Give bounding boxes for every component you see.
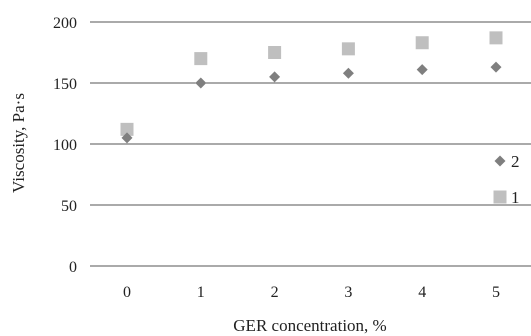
data-point: [416, 64, 428, 76]
data-series: [120, 31, 503, 144]
data-point: [120, 122, 134, 136]
x-tick-label: 1: [197, 284, 205, 301]
legend: 21: [493, 152, 520, 207]
data-point: [490, 61, 502, 73]
x-axis-title: GER concentration, %: [233, 316, 386, 335]
x-tick-labels: 0 1 2 3 4 5: [123, 284, 500, 301]
y-tick-label: 0: [69, 259, 77, 276]
x-tick-label: 0: [123, 284, 131, 301]
x-tick-label: 2: [271, 284, 279, 301]
data-point: [194, 52, 208, 66]
data-point: [268, 46, 282, 59]
data-point: [269, 71, 281, 83]
y-tick-labels: 0 50 100 150 200: [53, 15, 77, 276]
legend-label: 1: [511, 188, 520, 207]
legend-item-2: 2: [494, 152, 520, 171]
data-point: [195, 77, 207, 89]
x-tick-label: 4: [418, 284, 426, 301]
x-tick-label: 5: [492, 284, 500, 301]
data-point: [415, 36, 429, 50]
series-1: [120, 31, 503, 136]
y-tick-label: 100: [53, 137, 77, 154]
x-tick-label: 3: [344, 284, 352, 301]
series-2: [121, 61, 502, 144]
y-tick-label: 50: [61, 198, 77, 215]
legend-marker: [493, 190, 507, 204]
legend-label: 2: [511, 152, 520, 171]
data-point: [341, 42, 355, 56]
data-point: [489, 31, 503, 45]
y-tick-label: 150: [53, 76, 77, 93]
legend-marker: [494, 155, 506, 167]
y-tick-label: 200: [53, 15, 77, 32]
legend-item-1: 1: [493, 188, 520, 207]
gridlines: [90, 21, 531, 267]
data-point: [342, 67, 354, 79]
data-point: [121, 132, 133, 144]
y-axis-title: Viscosity, Pa·s: [9, 93, 28, 193]
